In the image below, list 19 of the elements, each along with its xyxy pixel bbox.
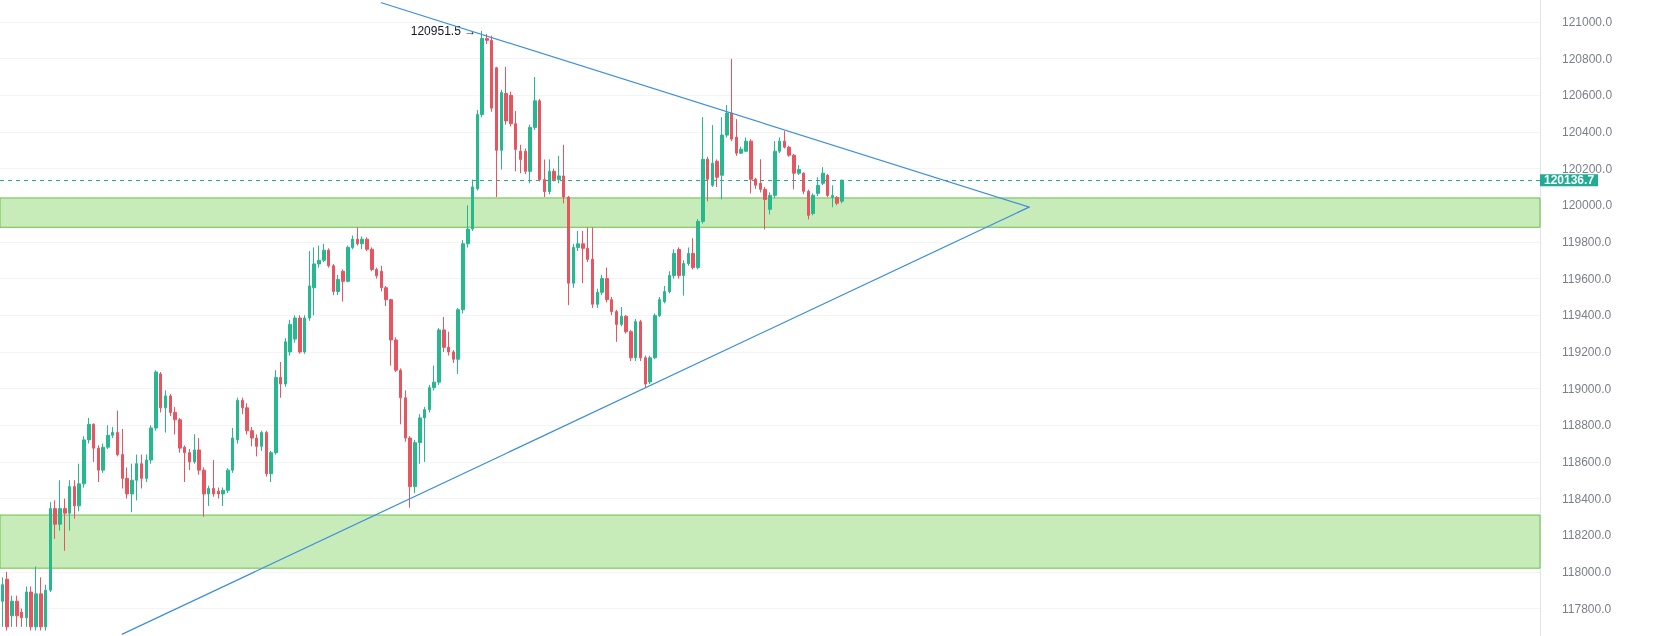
y-tick-label: 118200.0 xyxy=(1562,528,1612,543)
y-tick-label: 119400.0 xyxy=(1562,308,1612,323)
y-tick-label: 118000.0 xyxy=(1562,564,1612,579)
y-tick-label: 117800.0 xyxy=(1562,601,1612,616)
y-tick-label: 120000.0 xyxy=(1562,198,1613,213)
y-tick-label: 120800.0 xyxy=(1562,51,1613,66)
y-tick-label: 119200.0 xyxy=(1562,344,1612,359)
annotation: 120951.5 → xyxy=(410,23,477,38)
y-tick-label: 120600.0 xyxy=(1562,88,1613,103)
y-tick-label: 118800.0 xyxy=(1562,418,1612,433)
y-tick-label: 119000.0 xyxy=(1562,381,1612,396)
y-tick-label: 119800.0 xyxy=(1562,234,1612,249)
y-tick-label: 118400.0 xyxy=(1562,491,1612,506)
y-tick-label: 120400.0 xyxy=(1562,124,1613,139)
y-tick-label: 119600.0 xyxy=(1562,271,1612,286)
y-tick-label: 120200.0 xyxy=(1562,161,1613,176)
y-tick-label: 121000.0 xyxy=(1562,14,1613,29)
y-tick-label: 118600.0 xyxy=(1562,454,1612,469)
ref-line-label: 120136.7 xyxy=(1544,173,1595,188)
